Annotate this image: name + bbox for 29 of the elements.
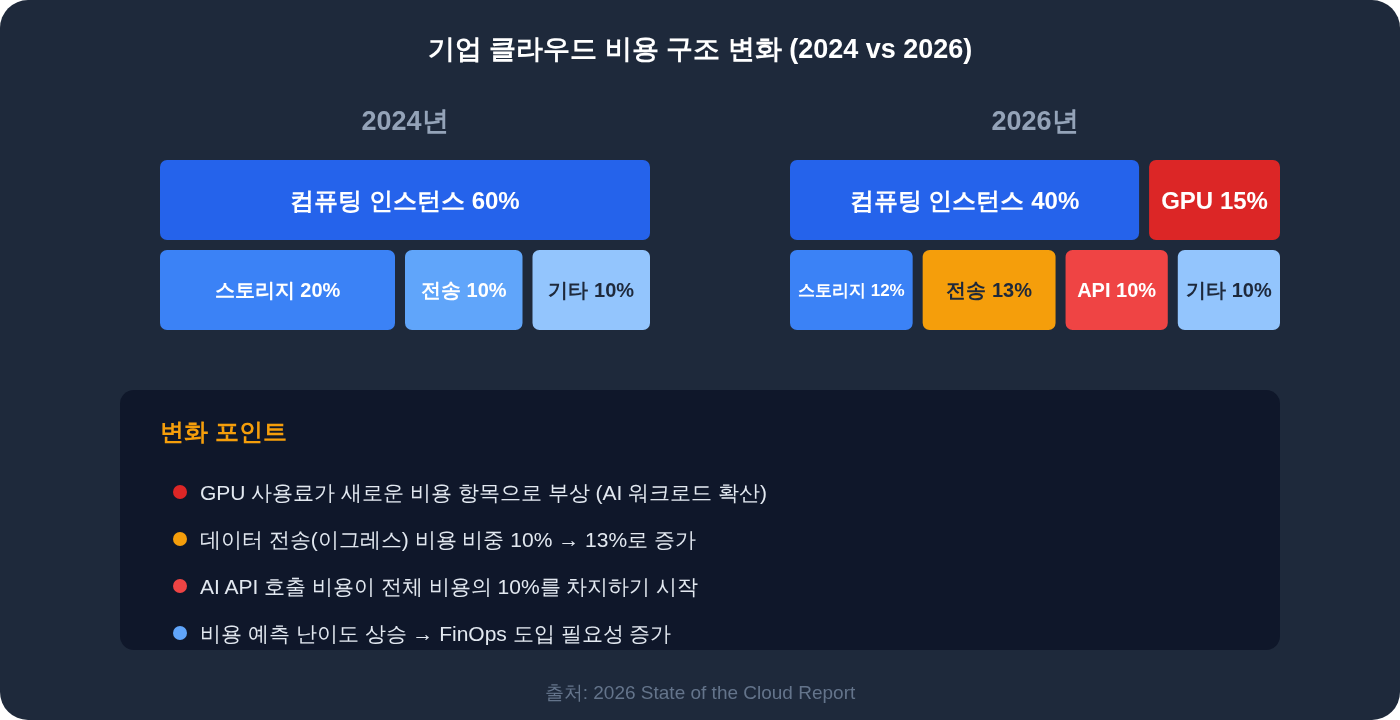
text: 변화 포인트 (160, 418, 287, 445)
category-label: 컴퓨팅 인스턴스 (849, 186, 1025, 214)
source-note: 출처: 2026 State of the Cloud Report (544, 681, 856, 703)
category-label: 기타 (548, 279, 589, 301)
category-label: 스토리지 (797, 280, 866, 300)
category-label: GPU (1161, 186, 1214, 214)
text: 데이터 전송(이그레스) 비용 비중 10% → 13%로 증가 (200, 527, 696, 551)
category-label: 전송 (946, 279, 987, 301)
category-label: 전송 (420, 279, 461, 301)
text: 2026년 (991, 106, 1079, 136)
value-label: 10% (1116, 279, 1157, 301)
value-label: 13% (991, 279, 1032, 301)
category-label: 컴퓨팅 인스턴스 (290, 186, 465, 214)
value-label: 12% (870, 280, 905, 300)
text: GPU 사용료가 새로운 비용 항목으로 부상 (AI 워크로드 확산) (200, 480, 768, 504)
text: AI API 호출 비용이 전체 비용의 10%를 차지하기 시작 (200, 574, 699, 598)
value-label: 10% (466, 279, 507, 301)
category-label: API (1077, 279, 1111, 301)
value-label: 10% (1231, 279, 1272, 301)
category-label: 스토리지 (214, 279, 295, 301)
text: 기업 클라우드 비용 구조 변화 (2024 vs 2026) (427, 34, 973, 64)
value-label: 10% (594, 279, 635, 301)
value-label: 60% (471, 186, 520, 214)
text: 비용 예측 난이도 상승 → FinOps 도입 필요성 증가 (200, 621, 672, 645)
value-label: 40% (1031, 186, 1080, 214)
value-label: 15% (1219, 186, 1268, 214)
category-label: 기타 (1186, 279, 1227, 301)
value-label: 20% (300, 279, 341, 301)
text: 2024년 (361, 106, 449, 136)
